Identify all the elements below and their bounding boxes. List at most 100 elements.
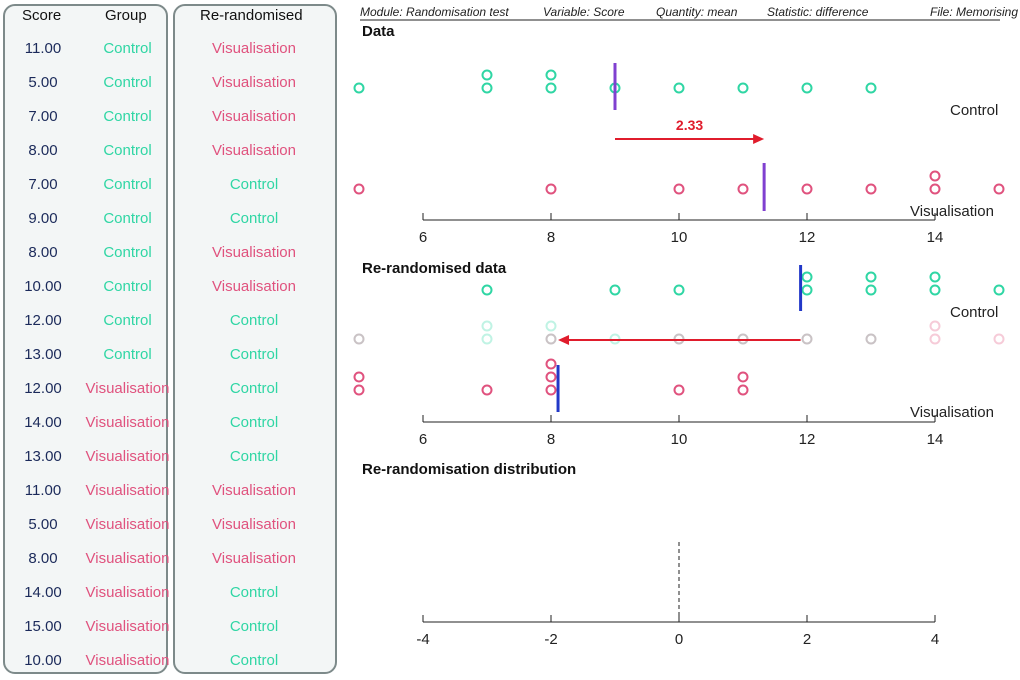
group-cell: Control <box>103 40 152 57</box>
data-tick-label: 8 <box>547 229 555 246</box>
rerandomised-cell: Visualisation <box>212 244 296 261</box>
group-cell: Visualisation <box>85 414 170 431</box>
group-cell: Visualisation <box>85 584 170 601</box>
rerand-visualisation-dot <box>545 384 557 396</box>
score-cell: 14.00 <box>24 584 62 601</box>
rerand-visualisation-dot <box>737 371 749 383</box>
difference-arrowhead <box>753 134 765 144</box>
score-cell: 14.00 <box>24 414 62 431</box>
data-control-dot <box>545 69 557 81</box>
group-cell: Control <box>103 74 152 91</box>
score-cell: 15.00 <box>24 618 62 635</box>
score-cell: 8.00 <box>28 142 58 159</box>
rerand-visualisation-dot <box>353 384 365 396</box>
data-tick-label: 10 <box>671 229 688 246</box>
rerand-faded-control-dot <box>545 333 557 345</box>
data-visualisation-dot <box>865 183 877 195</box>
data-tick-label: 12 <box>799 229 816 246</box>
rerandomised-cell: Visualisation <box>212 40 296 57</box>
rerand-control-dot <box>481 284 493 296</box>
score-cell: 5.00 <box>28 74 58 91</box>
rerand-faded-visualisation-dot <box>929 320 941 332</box>
group-cell: Visualisation <box>85 550 170 567</box>
data-control-dot <box>865 82 877 94</box>
rerandomised-cell: Visualisation <box>212 278 296 295</box>
rerand-tick-label: 12 <box>799 431 816 448</box>
rerandomised-cell: Visualisation <box>212 516 296 533</box>
rerandomised-cell: Control <box>229 584 279 601</box>
group-cell: Control <box>103 108 152 125</box>
rerand-control-label: Control <box>950 304 998 321</box>
rerand-faded-visualisation-dot <box>865 333 877 345</box>
info-file: File: Memorising Wo <box>930 5 1020 19</box>
rerand-control-dot <box>801 284 813 296</box>
rerand-control-dot <box>673 284 685 296</box>
group-cell: Control <box>103 210 152 227</box>
data-visualisation-dot <box>929 170 941 182</box>
data-visualisation-dot <box>801 183 813 195</box>
group-cell: Visualisation <box>85 618 170 635</box>
score-cell: 7.00 <box>28 108 58 125</box>
distribution-tick-label: -2 <box>544 631 557 648</box>
data-control-label: Control <box>950 102 998 119</box>
difference-label: 2.33 <box>676 117 703 133</box>
score-header: Score <box>22 7 62 24</box>
data-visualisation-dot <box>737 183 749 195</box>
info-module: Module: Randomisation test <box>360 5 509 19</box>
rerand-visualisation-label: Visualisation <box>910 404 994 421</box>
rerandomised-cell: Visualisation <box>212 550 296 567</box>
rerand-title: Re-randomised data <box>362 260 507 277</box>
rerand-tick-label: 14 <box>927 431 944 448</box>
data-control-dot <box>737 82 749 94</box>
rerandomised-cell: Control <box>229 618 279 635</box>
group-header: Group <box>105 7 147 24</box>
rerand-faded-visualisation-dot <box>801 333 813 345</box>
rerand-control-dot <box>993 284 1005 296</box>
score-cell: 9.00 <box>28 210 58 227</box>
group-cell: Visualisation <box>85 380 170 397</box>
rerand-visualisation-dot <box>545 371 557 383</box>
rerand-control-dot <box>929 284 941 296</box>
group-cell: Visualisation <box>85 482 170 499</box>
data-visualisation-dot <box>673 183 685 195</box>
rerandomised-cell: Control <box>229 210 279 227</box>
data-control-dot <box>481 82 493 94</box>
rerand-faded-control-dot <box>481 333 493 345</box>
group-cell: Control <box>103 176 152 193</box>
rerand-visualisation-dot <box>737 384 749 396</box>
rerandomised-cell: Control <box>229 312 279 329</box>
rerand-tick-label: 8 <box>547 431 555 448</box>
score-cell: 12.00 <box>24 312 62 329</box>
rerand-faded-visualisation-dot <box>545 333 557 345</box>
data-control-dot <box>353 82 365 94</box>
data-title: Data <box>362 23 395 40</box>
rerand-difference-arrowhead <box>558 335 570 345</box>
group-cell: Control <box>103 312 152 329</box>
data-control-dot <box>481 69 493 81</box>
info-statistic: Statistic: difference <box>767 5 869 19</box>
data-tick-label: 14 <box>927 229 944 246</box>
score-cell: 8.00 <box>28 244 58 261</box>
data-control-dot <box>545 82 557 94</box>
rerand-tick-label: 6 <box>419 431 427 448</box>
info-quantity: Quantity: mean <box>656 5 738 19</box>
distribution-title: Re-randomisation distribution <box>362 461 576 478</box>
rerandomised-cell: Visualisation <box>212 108 296 125</box>
distribution-tick-label: 2 <box>803 631 811 648</box>
rerand-faded-control-dot <box>865 333 877 345</box>
rerandomised-cell: Visualisation <box>212 74 296 91</box>
data-visualisation-dot <box>929 183 941 195</box>
rerand-control-dot <box>609 284 621 296</box>
score-cell: 13.00 <box>24 346 62 363</box>
score-cell: 13.00 <box>24 448 62 465</box>
group-cell: Control <box>103 142 152 159</box>
rerand-control-dot <box>929 271 941 283</box>
data-visualisation-dot <box>545 183 557 195</box>
rerandomised-panel <box>173 4 337 674</box>
score-cell: 5.00 <box>28 516 58 533</box>
rerand-visualisation-dot <box>545 358 557 370</box>
rerandomised-cell: Control <box>229 414 279 431</box>
score-cell: 8.00 <box>28 550 58 567</box>
rerand-faded-visualisation-dot <box>353 333 365 345</box>
